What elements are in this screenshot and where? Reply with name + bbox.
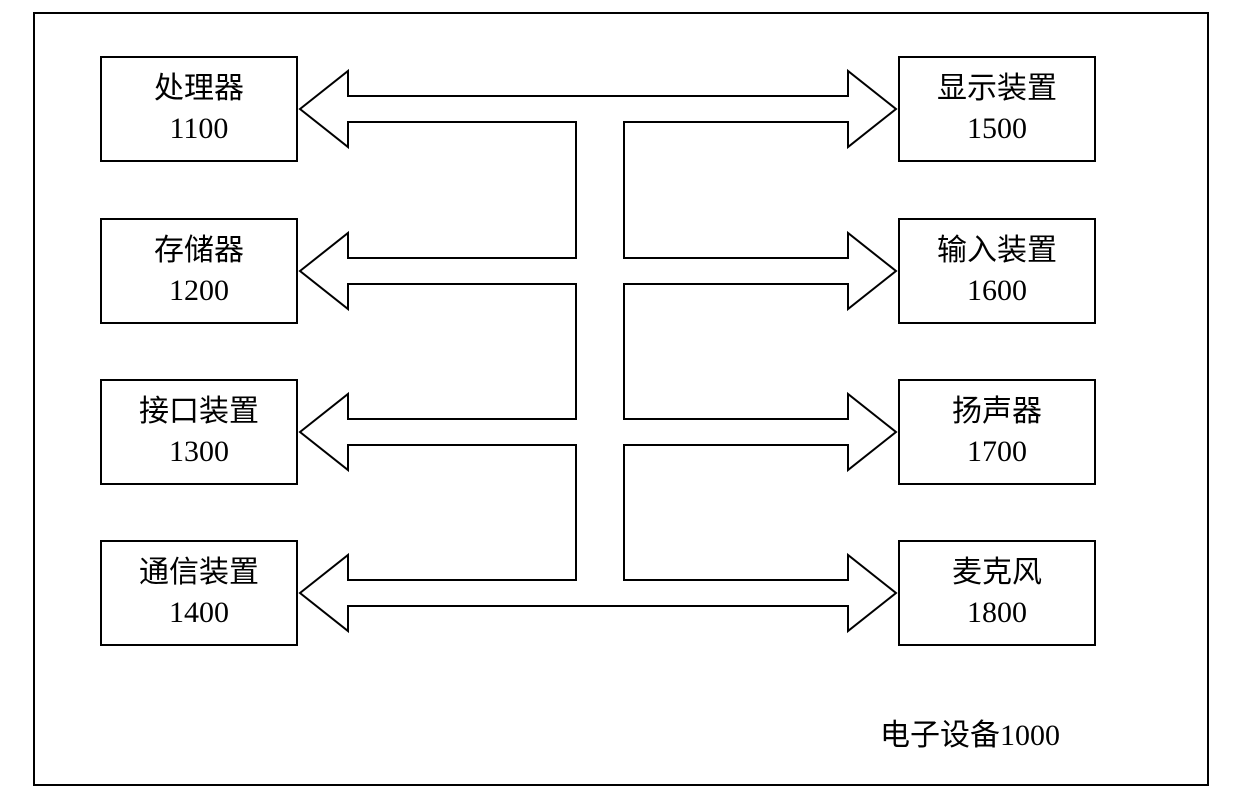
node-interface: 接口装置1300	[100, 379, 298, 485]
node-memory: 存储器1200	[100, 218, 298, 324]
node-display-label: 显示装置	[937, 69, 1057, 110]
node-input: 输入装置1600	[898, 218, 1096, 324]
node-speaker: 扬声器1700	[898, 379, 1096, 485]
node-communication-label: 通信装置	[139, 553, 259, 594]
node-memory-number: 1200	[169, 271, 229, 312]
node-communication: 通信装置1400	[100, 540, 298, 646]
node-input-number: 1600	[967, 271, 1027, 312]
node-memory-label: 存储器	[154, 231, 244, 272]
diagram-caption: 电子设备1000	[880, 710, 1060, 754]
node-processor: 处理器1100	[100, 56, 298, 162]
node-interface-number: 1300	[169, 432, 229, 473]
node-communication-number: 1400	[169, 593, 229, 634]
node-interface-label: 接口装置	[139, 392, 259, 433]
node-display: 显示装置1500	[898, 56, 1096, 162]
node-microphone-label: 麦克风	[952, 553, 1042, 594]
node-speaker-label: 扬声器	[952, 392, 1042, 433]
node-display-number: 1500	[967, 109, 1027, 150]
node-processor-number: 1100	[170, 109, 229, 150]
node-speaker-number: 1700	[967, 432, 1027, 473]
node-processor-label: 处理器	[154, 69, 244, 110]
node-input-label: 输入装置	[937, 231, 1057, 272]
node-microphone-number: 1800	[967, 593, 1027, 634]
node-microphone: 麦克风1800	[898, 540, 1096, 646]
